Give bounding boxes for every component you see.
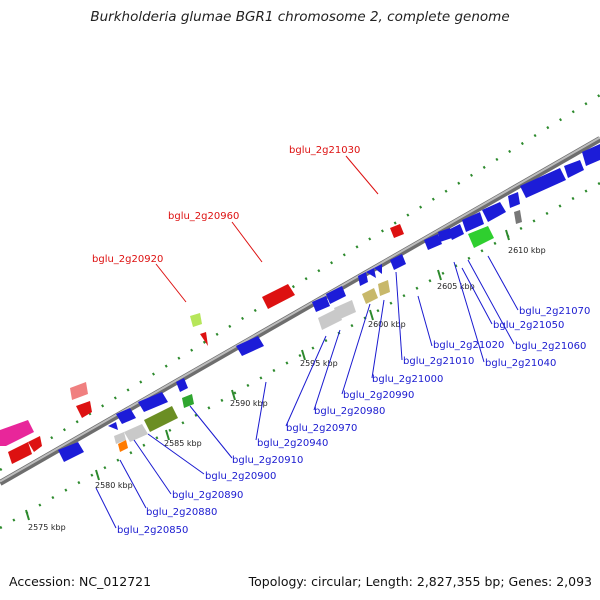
gene-forward[interactable] (520, 168, 566, 198)
gene-label[interactable]: bglu_2g21000 (372, 374, 443, 385)
backbone-highlight (0, 136, 600, 483)
gene-reverse[interactable] (190, 313, 202, 327)
gene-label[interactable]: bglu_2g21020 (433, 340, 504, 351)
gene-forward[interactable] (138, 392, 168, 412)
gc-track-inner (0, 181, 600, 530)
gene-forward[interactable] (564, 160, 584, 178)
gene-forward[interactable] (326, 286, 346, 304)
gene-forward[interactable] (378, 280, 390, 296)
gene-reverse[interactable] (8, 442, 32, 464)
gene-label[interactable]: bglu_2g21070 (519, 306, 590, 317)
gene-forward[interactable] (362, 288, 378, 304)
gene-forward[interactable] (334, 300, 356, 320)
gene-forward[interactable] (236, 336, 264, 356)
gene-forward[interactable] (468, 226, 494, 248)
gene-label[interactable]: bglu_2g20940 (257, 438, 328, 449)
gene-reverse[interactable] (390, 224, 404, 238)
gene-forward[interactable] (462, 212, 484, 232)
gene-forward[interactable] (176, 378, 188, 392)
gene-forward[interactable] (108, 422, 118, 430)
gene-reverse[interactable] (76, 401, 92, 418)
gene-label[interactable]: bglu_2g20970 (286, 423, 357, 434)
gene-reverse[interactable] (28, 436, 42, 452)
tick-label: 2575 kbp (28, 523, 66, 532)
tick-label: 2585 kbp (164, 439, 202, 448)
reverse-genes (0, 210, 522, 464)
tick-label: 2590 kbp (230, 399, 268, 408)
tick-label: 2605 kbp (437, 282, 475, 291)
tick-mark (301, 349, 306, 361)
gene-forward[interactable] (144, 406, 178, 432)
gene-forward[interactable] (508, 192, 520, 208)
gene-label[interactable]: bglu_2g20900 (205, 471, 276, 482)
gene-label[interactable]: bglu_2g20910 (232, 455, 303, 466)
gene-forward[interactable] (448, 224, 464, 240)
tick-mark (437, 269, 442, 281)
gene-label[interactable]: bglu_2g21050 (493, 320, 564, 331)
gene-label[interactable]: bglu_2g20880 (146, 507, 217, 518)
gene-forward[interactable] (124, 424, 148, 442)
gene-forward[interactable] (182, 394, 194, 408)
accession-text: Accession: NC_012721 (9, 574, 152, 589)
gene-forward[interactable] (118, 440, 128, 452)
lower-leader-lines (95, 255, 519, 529)
gene-forward[interactable] (374, 264, 382, 274)
gene-forward[interactable] (482, 202, 506, 222)
forward-genes (58, 144, 600, 462)
tick-mark (25, 509, 30, 521)
gene-label[interactable]: bglu_2g21060 (515, 341, 586, 352)
position-ticks: 2575 kbp 2580 kbp 2585 kbp 2590 kbp 2595… (25, 229, 546, 532)
gene-reverse[interactable] (200, 332, 208, 346)
gene-forward[interactable] (438, 228, 452, 242)
tick-label: 2600 kbp (368, 320, 406, 329)
gene-forward[interactable] (58, 442, 84, 462)
gene-reverse[interactable] (70, 382, 88, 400)
gene-label[interactable]: bglu_2g20980 (314, 406, 385, 417)
tick-mark (369, 309, 374, 321)
gene-forward[interactable] (366, 268, 376, 278)
gene-reverse[interactable] (262, 284, 295, 309)
tick-mark (231, 389, 236, 401)
gene-reverse[interactable] (0, 420, 34, 446)
genome-summary-text: Topology: circular; Length: 2,827,355 bp… (248, 574, 592, 589)
tick-mark (505, 229, 510, 241)
tick-label: 2610 kbp (508, 246, 546, 255)
upper-leader-lines (155, 155, 379, 303)
gene-label[interactable]: bglu_2g21010 (403, 356, 474, 367)
gene-label[interactable]: bglu_2g20960 (168, 211, 239, 222)
gene-label[interactable]: bglu_2g20920 (92, 254, 163, 265)
gene-label[interactable]: bglu_2g20850 (117, 525, 188, 536)
tick-mark (165, 429, 170, 441)
gene-label[interactable]: bglu_2g21040 (485, 358, 556, 369)
gene-reverse[interactable] (514, 210, 522, 224)
gene-label[interactable]: bglu_2g20990 (343, 390, 414, 401)
backbone-axis (0, 136, 600, 486)
gene-forward[interactable] (390, 254, 406, 270)
upper-gene-labels: bglu_2g20920 bglu_2g20960 bglu_2g21030 (92, 145, 360, 265)
gene-forward[interactable] (114, 432, 126, 444)
gene-forward[interactable] (312, 296, 330, 312)
gene-label[interactable]: bglu_2g21030 (289, 145, 360, 156)
gene-forward[interactable] (582, 144, 600, 166)
gene-label[interactable]: bglu_2g20890 (172, 490, 243, 501)
lower-gene-labels: bglu_2g20850 bglu_2g20880 bglu_2g20890 b… (117, 306, 590, 536)
tick-label: 2580 kbp (95, 481, 133, 490)
page-title: Burkholderia glumae BGR1 chromosome 2, c… (90, 9, 510, 25)
gene-forward[interactable] (358, 272, 368, 286)
gene-forward[interactable] (424, 234, 442, 250)
tick-mark (95, 469, 100, 481)
gene-forward[interactable] (116, 408, 136, 424)
tick-label: 2595 kbp (300, 359, 338, 368)
